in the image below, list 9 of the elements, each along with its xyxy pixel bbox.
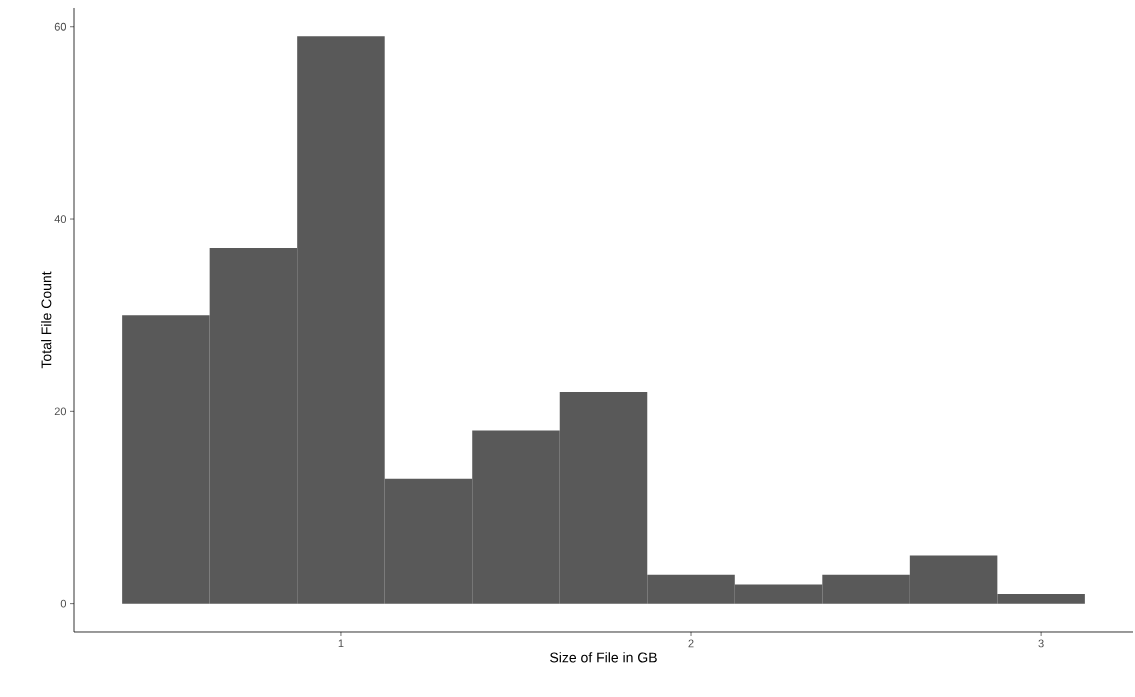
x-tick-label: 1 <box>338 639 344 648</box>
y-axis-title: Total File Count <box>41 271 52 369</box>
y-tick-label: 60 <box>54 22 67 31</box>
y-tick-label: 20 <box>54 407 67 416</box>
x-axis-title: Size of File in GB <box>550 652 657 663</box>
x-tick-label: 2 <box>688 639 694 648</box>
y-tick-label: 40 <box>54 215 67 223</box>
y-tick-label: 0 <box>60 599 67 608</box>
x-tick-label: 3 <box>1038 639 1044 648</box>
